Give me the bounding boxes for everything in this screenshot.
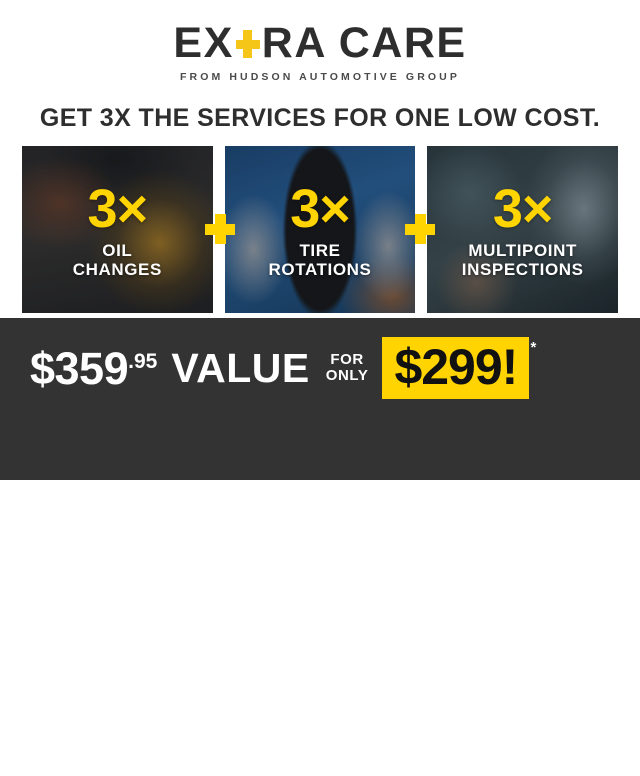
panel-label-line2: CHANGES [72,260,162,280]
disclaimer-body: Excludes Dodge Viper, SRT Motors, Sprint… [28,737,612,774]
logo-wordmark: EX RA CARE [173,22,466,65]
logo-word-before: EX [173,19,234,67]
panel-label-line2: INSPECTIONS [461,260,584,280]
original-value: $359.95 [30,346,157,391]
value-word: VALUE [171,344,310,391]
panel-label-line1: OIL [102,241,133,261]
offer-price-box: $299! * [382,337,536,399]
plus-icon [235,29,261,59]
for-only-line2: ONLY [325,367,369,384]
tire-rotation-photo [224,146,416,313]
logo-subtitle: FROM HUDSON AUTOMOTIVE GROUP [180,71,460,83]
for-only-line1: FOR [330,350,364,368]
asterisk-marker: * [530,339,537,356]
panel-label-line1: TIRE [299,241,341,261]
service-panel-multipoint-inspections: 3× MULTIPOINT INSPECTIONS [427,146,619,313]
panel-label: MULTIPOINT INSPECTIONS [462,241,584,279]
extra-care-advertisement: EX RA CARE FROM HUDSON AUTOMOTIVE GROUP G… [0,21,640,774]
panel-multiplier: 3× [492,178,554,239]
offer-price: $299! [394,339,518,395]
panel-label: OIL CHANGES [73,241,162,279]
for-only-label: FOR ONLY [325,350,369,385]
oil-change-photo [22,146,213,313]
panel-multiplier: 3× [290,178,351,239]
disclaimer-text: *Excludes Dodge Viper, SRT Motors, Sprin… [28,735,612,776]
brand-logo: EX RA CARE FROM HUDSON AUTOMOTIVE GROUP [0,22,640,84]
panel-label-line2: ROTATIONS [268,260,372,280]
multipoint-inspection-photo [427,146,619,313]
price-banner: $359.95 VALUE FOR ONLY $299! * *Excludes… [0,318,640,774]
service-panel-tire-rotations: 3× TIRE ROTATIONS [224,146,416,313]
price-row: $359.95 VALUE FOR ONLY $299! * [0,326,640,410]
service-panel-oil-changes: 3× OIL CHANGES [22,146,213,313]
service-panels: 3× OIL CHANGES 3× TIRE ROTATIONS 3× [22,146,619,313]
panel-label-line1: MULTIPOINT [468,241,577,261]
plus-icon [205,214,235,244]
original-value-dollars: $359 [30,342,129,394]
plus-icon [405,214,435,244]
page-title: GET 3X THE SERVICES FOR ONE LOW COST. [39,104,601,132]
panel-label: TIRE ROTATIONS [269,241,372,279]
logo-word-after: RA CARE [261,19,467,67]
original-value-cents: .95 [128,349,158,373]
panel-multiplier: 3× [87,178,149,239]
